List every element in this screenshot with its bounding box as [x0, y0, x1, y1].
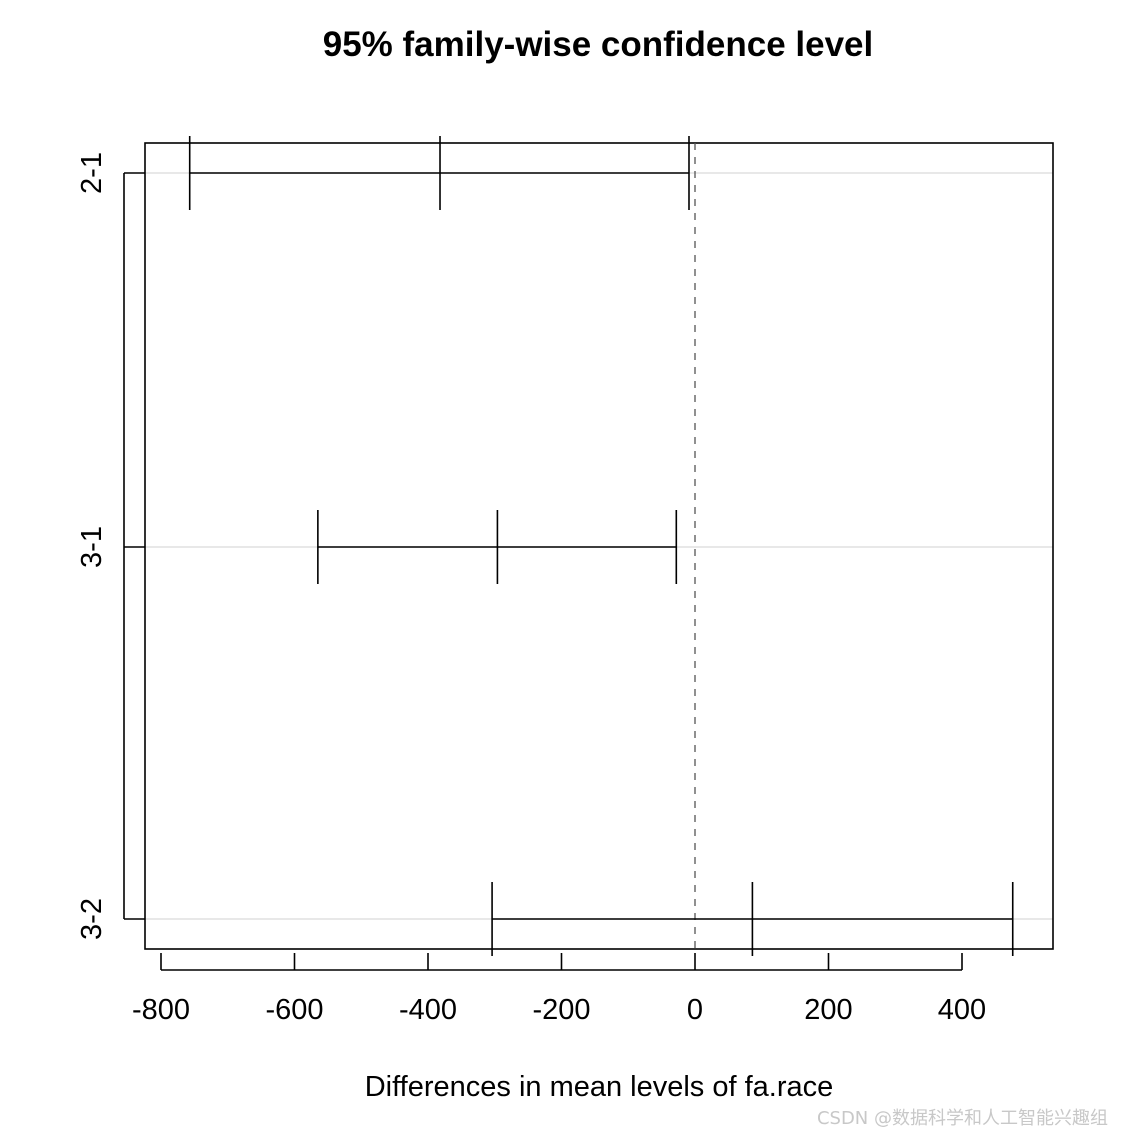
plot-frame [144, 142, 1054, 950]
y-axis: 2-1 3-1 3-2 [76, 152, 145, 940]
y-tick-label-3-1: 3-1 [76, 526, 108, 568]
grid-lines [145, 172, 1053, 920]
x-tick-label-400: 400 [938, 994, 986, 1026]
x-tick-label--200: -200 [532, 994, 590, 1026]
x-tick-label-0: 0 [687, 994, 703, 1026]
watermark: CSDN @数据科学和人工智能兴趣组 [816, 1108, 1108, 1129]
x-tick-label--600: -600 [265, 994, 323, 1026]
y-tick-label-2-1: 2-1 [76, 152, 108, 194]
x-tick-label-200: 200 [804, 994, 852, 1026]
x-tick-label--800: -800 [132, 994, 190, 1026]
x-axis: -800 -600 -400 -200 0 200 400 [132, 953, 986, 1026]
y-tick-label-3-2: 3-2 [76, 898, 108, 940]
intervals [188, 136, 1014, 956]
x-tick-label--400: -400 [399, 994, 457, 1026]
x-axis-label: Differences in mean levels of fa.race [365, 1071, 834, 1103]
chart-title: 95% family-wise confidence level [323, 25, 874, 64]
